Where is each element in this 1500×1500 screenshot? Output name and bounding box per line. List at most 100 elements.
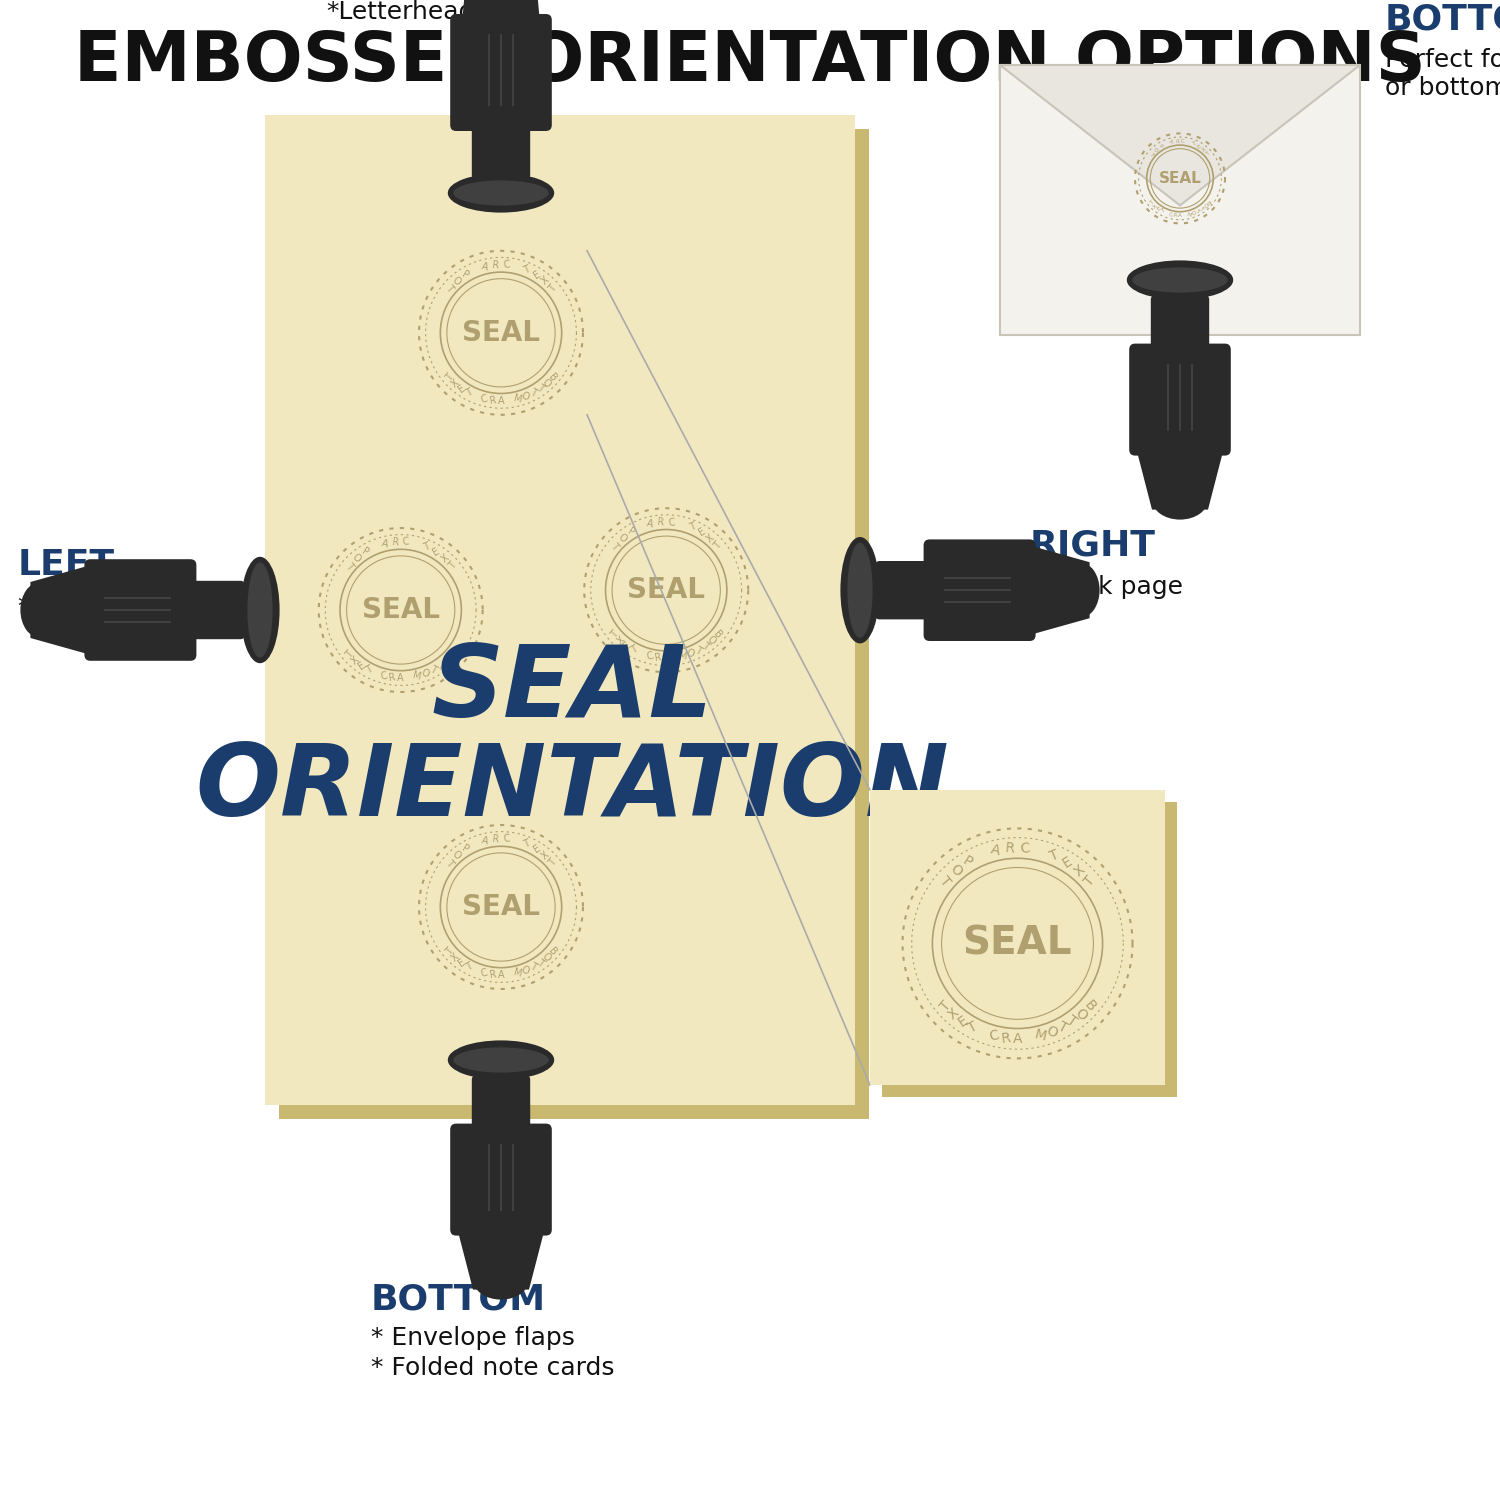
Text: R: R bbox=[489, 969, 496, 980]
Text: C: C bbox=[503, 260, 510, 270]
Text: T: T bbox=[536, 957, 546, 969]
FancyBboxPatch shape bbox=[1000, 64, 1360, 334]
Polygon shape bbox=[1029, 546, 1089, 634]
Text: C: C bbox=[402, 537, 410, 548]
Text: M: M bbox=[1034, 1028, 1048, 1044]
Text: O: O bbox=[540, 376, 552, 390]
Polygon shape bbox=[456, 1224, 546, 1290]
FancyBboxPatch shape bbox=[1130, 344, 1232, 456]
Text: C: C bbox=[1180, 138, 1185, 144]
Text: T: T bbox=[609, 540, 619, 552]
Ellipse shape bbox=[1132, 267, 1227, 292]
Text: E: E bbox=[696, 526, 706, 538]
Text: E: E bbox=[456, 957, 468, 969]
Text: T: T bbox=[528, 387, 538, 399]
Text: X: X bbox=[450, 951, 462, 963]
Text: M: M bbox=[512, 393, 524, 405]
Text: P: P bbox=[960, 853, 975, 870]
Text: X: X bbox=[540, 274, 550, 286]
Ellipse shape bbox=[448, 1041, 554, 1080]
Text: A: A bbox=[1178, 213, 1182, 219]
FancyBboxPatch shape bbox=[924, 540, 1035, 640]
Text: B: B bbox=[1082, 998, 1098, 1014]
Text: BOTTOM: BOTTOM bbox=[1384, 3, 1500, 38]
Text: T: T bbox=[435, 660, 445, 672]
Text: R: R bbox=[1000, 1030, 1011, 1045]
Ellipse shape bbox=[1152, 480, 1208, 519]
Text: O: O bbox=[1202, 202, 1208, 210]
Text: T: T bbox=[548, 284, 558, 294]
Ellipse shape bbox=[1059, 562, 1100, 618]
Text: EMBOSSER ORIENTATION OPTIONS: EMBOSSER ORIENTATION OPTIONS bbox=[74, 28, 1426, 96]
Text: O: O bbox=[540, 951, 552, 964]
Text: E: E bbox=[622, 640, 633, 652]
Text: A: A bbox=[988, 843, 1002, 858]
Text: X: X bbox=[1071, 862, 1088, 879]
Text: T: T bbox=[364, 664, 374, 676]
Text: RIGHT: RIGHT bbox=[1030, 528, 1156, 562]
Text: T: T bbox=[344, 561, 354, 572]
Text: X: X bbox=[440, 552, 450, 564]
Text: * Envelope flaps: * Envelope flaps bbox=[370, 1326, 574, 1350]
Text: E: E bbox=[456, 382, 468, 394]
Text: R: R bbox=[1174, 138, 1179, 144]
Text: A: A bbox=[480, 261, 489, 273]
Ellipse shape bbox=[847, 543, 873, 638]
Text: T: T bbox=[444, 372, 456, 382]
Text: T: T bbox=[938, 873, 952, 889]
Text: T: T bbox=[1056, 1020, 1070, 1036]
Text: A: A bbox=[398, 674, 404, 682]
Text: T: T bbox=[528, 962, 538, 974]
Text: T: T bbox=[938, 998, 954, 1014]
Text: T: T bbox=[444, 946, 456, 957]
Text: X: X bbox=[450, 378, 462, 390]
Text: *Letterhead: *Letterhead bbox=[326, 0, 474, 24]
Text: T: T bbox=[444, 858, 454, 868]
Text: T: T bbox=[1196, 209, 1200, 214]
Text: C: C bbox=[380, 670, 388, 681]
Text: Perfect for envelope flaps: Perfect for envelope flaps bbox=[1384, 48, 1500, 72]
Text: E: E bbox=[956, 1014, 970, 1031]
Text: M: M bbox=[512, 968, 524, 980]
Text: P: P bbox=[460, 843, 471, 855]
Text: O: O bbox=[440, 654, 453, 668]
Text: O: O bbox=[450, 274, 464, 288]
Polygon shape bbox=[462, 0, 540, 26]
Text: T: T bbox=[1198, 206, 1204, 212]
FancyBboxPatch shape bbox=[450, 13, 552, 130]
Text: E: E bbox=[1197, 144, 1203, 150]
Text: SEAL: SEAL bbox=[462, 892, 540, 921]
Text: SEAL: SEAL bbox=[963, 924, 1072, 963]
Text: * Book page: * Book page bbox=[1030, 574, 1184, 598]
Text: SEAL: SEAL bbox=[430, 640, 712, 738]
Text: A: A bbox=[663, 654, 669, 663]
Text: or bottom of page seals: or bottom of page seals bbox=[1384, 76, 1500, 101]
Text: T: T bbox=[1082, 873, 1098, 889]
Ellipse shape bbox=[240, 556, 279, 663]
Text: A: A bbox=[498, 970, 504, 980]
Text: T: T bbox=[630, 645, 639, 656]
Ellipse shape bbox=[1126, 261, 1233, 300]
Text: T: T bbox=[1047, 847, 1060, 864]
Text: O: O bbox=[450, 849, 464, 861]
Text: O: O bbox=[1152, 147, 1160, 153]
Text: ORIENTATION: ORIENTATION bbox=[195, 740, 948, 837]
FancyBboxPatch shape bbox=[472, 116, 530, 178]
Text: B: B bbox=[1204, 200, 1212, 206]
Text: O: O bbox=[1072, 1005, 1090, 1023]
Text: O: O bbox=[520, 964, 531, 976]
Text: E: E bbox=[1156, 206, 1161, 212]
Text: O: O bbox=[686, 648, 696, 660]
Text: T: T bbox=[427, 664, 438, 676]
Ellipse shape bbox=[840, 537, 879, 644]
Text: T: T bbox=[700, 640, 711, 651]
Ellipse shape bbox=[21, 582, 60, 638]
Text: P: P bbox=[460, 268, 471, 280]
Text: T: T bbox=[522, 839, 531, 850]
Text: X: X bbox=[705, 532, 716, 544]
Text: C: C bbox=[1168, 211, 1173, 217]
Polygon shape bbox=[30, 566, 90, 656]
Text: T: T bbox=[1192, 141, 1197, 147]
FancyBboxPatch shape bbox=[279, 129, 868, 1119]
Text: T: T bbox=[422, 542, 432, 554]
